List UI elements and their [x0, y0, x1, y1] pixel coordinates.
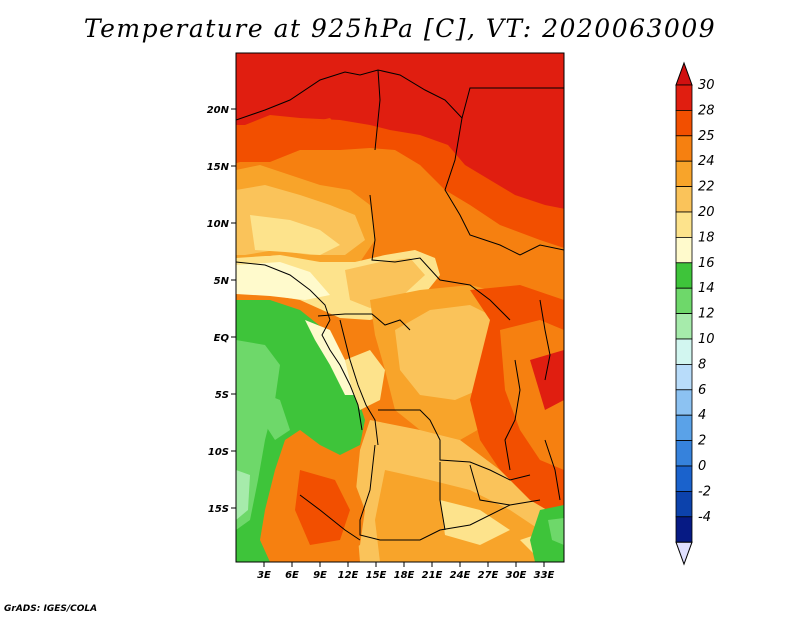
lon-label: 3E [257, 570, 271, 581]
colorbar-label: 8 [698, 357, 706, 372]
colorbar-swatch [675, 490, 693, 518]
colorbar-swatch [675, 110, 693, 137]
colorbar-label: 10 [698, 332, 715, 347]
colorbar-label: 25 [698, 129, 715, 144]
colorbar-label: 22 [698, 180, 715, 195]
colorbar-swatch [675, 262, 693, 289]
lon-label: 18E [394, 570, 415, 581]
lon-label: 12E [338, 570, 359, 581]
lat-label: EQ [214, 333, 230, 344]
map-frame [235, 52, 565, 563]
colorbar-label: 24 [698, 154, 715, 169]
colorbar-label: 6 [698, 383, 706, 398]
lat-label: 15S [208, 504, 229, 515]
lon-label: 21E [422, 570, 443, 581]
lon-label: 33E [534, 570, 555, 581]
colorbar-top-arrow [675, 61, 693, 86]
colorbar-label: 2 [698, 434, 706, 449]
colorbar-swatch [675, 313, 693, 340]
colorbar-label: 18 [698, 230, 715, 245]
credit-label: GrADS: IGES/COLA [4, 604, 98, 614]
colorbar-label: 30 [698, 78, 715, 93]
lon-label: 9E [313, 570, 327, 581]
colorbar-swatch [675, 236, 693, 264]
lon-label: 6E [285, 570, 299, 581]
colorbar-swatch [675, 516, 693, 543]
lat-label: 10S [208, 447, 229, 458]
colorbar-swatch [675, 338, 693, 365]
lat-axis: 20N 15N 10N 5N EQ 5S 10S 15S [207, 105, 236, 515]
colorbar-label: 0 [698, 459, 706, 474]
colorbar-label: 28 [698, 103, 715, 118]
colorbar-label: -2 [698, 484, 711, 499]
colorbar-swatch [675, 186, 693, 213]
lat-label: 20N [207, 105, 230, 116]
lon-label: 15E [366, 570, 387, 581]
country-borders [236, 69, 564, 541]
colorbar-label: 16 [698, 256, 715, 271]
lat-label: 5N [214, 276, 230, 287]
colorbar-label: 12 [698, 307, 715, 322]
colorbar-swatch [675, 440, 693, 467]
lat-label: 15N [207, 162, 230, 173]
lon-label: 27E [478, 570, 499, 581]
lon-label: 30E [506, 570, 527, 581]
lat-label: 10N [207, 219, 230, 230]
colorbar-swatch [675, 135, 693, 162]
temperature-field [236, 53, 564, 562]
colorbar-label: 20 [698, 205, 715, 220]
colorbar-swatch [675, 211, 693, 238]
colorbar-swatch [675, 414, 693, 442]
lat-label: 5S [215, 390, 229, 401]
colorbar-swatch [675, 160, 693, 187]
lon-label: 24E [450, 570, 471, 581]
colorbar-label: -4 [698, 510, 711, 525]
colorbar-label: 14 [698, 281, 715, 296]
lon-axis: 3E 6E 9E 12E 15E 18E 21E 24E 27E 30E 33E [257, 562, 555, 581]
colorbar-swatch [675, 287, 693, 315]
page-title: Temperature at 925hPa [C], VT: 202006300… [83, 14, 717, 43]
colorbar-bottom-arrow [675, 541, 693, 566]
colorbar-label: 4 [698, 408, 706, 423]
colorbar-swatch [675, 465, 693, 492]
colorbar-swatch [675, 363, 693, 391]
colorbar-swatch [675, 84, 693, 111]
colorbar-swatch [675, 389, 693, 416]
